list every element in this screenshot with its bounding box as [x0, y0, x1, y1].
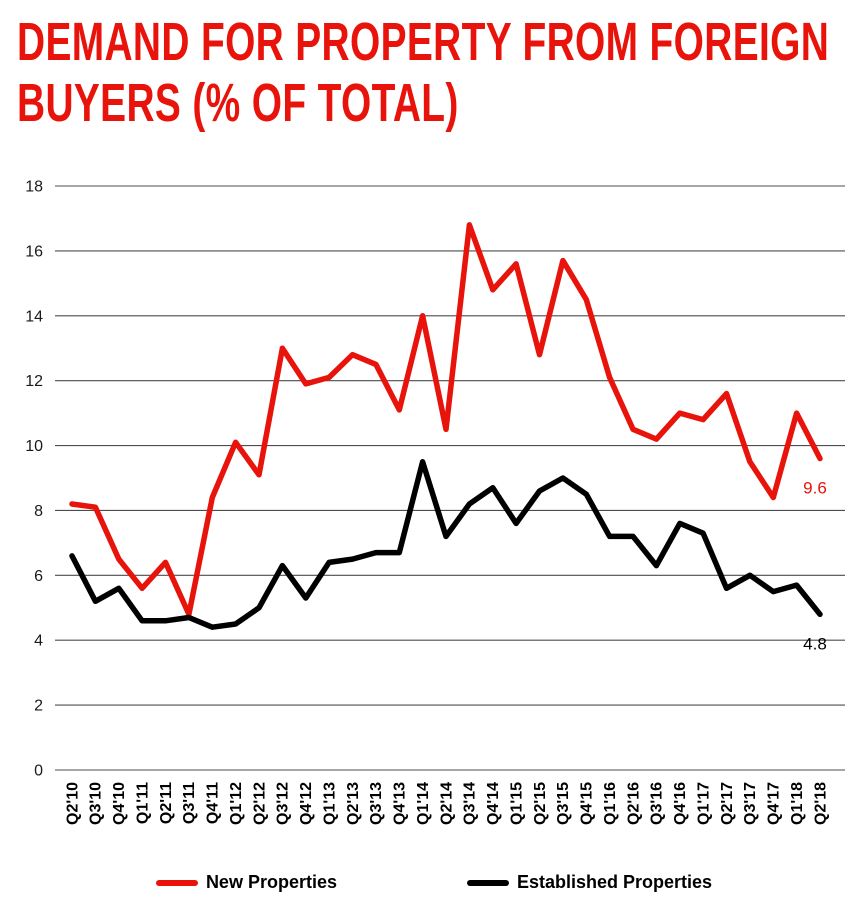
y-axis-tick-label: 16 — [25, 243, 43, 260]
x-axis-tick-label: Q1'16 — [602, 782, 619, 825]
x-axis-tick-label: Q3'14 — [462, 782, 479, 825]
x-axis-tick-label: Q3'16 — [649, 782, 666, 825]
y-axis-tick-label: 4 — [34, 633, 43, 650]
y-axis-tick-label: 14 — [25, 308, 43, 325]
x-axis-tick-label: Q2'14 — [438, 782, 455, 825]
x-axis-tick-label: Q2'18 — [812, 782, 829, 825]
y-axis-tick-label: 12 — [25, 373, 43, 390]
x-axis-tick-label: Q1'11 — [134, 782, 151, 824]
x-axis-tick-label: Q4'10 — [111, 782, 128, 825]
legend-item-new-properties: New Properties — [155, 872, 337, 893]
x-axis-tick-label: Q1'18 — [789, 782, 806, 825]
x-axis-tick-label: Q2'17 — [719, 782, 736, 825]
x-axis-tick-label: Q3'12 — [275, 782, 292, 825]
x-axis-tick-label: Q3'17 — [742, 782, 759, 825]
x-axis-tick-label: Q4'12 — [298, 782, 315, 825]
x-axis-tick-label: Q4'16 — [672, 782, 689, 825]
series-end-label-established-properties: 4.8 — [803, 634, 827, 653]
legend-label-new-properties: New Properties — [205, 872, 337, 892]
legend-item-established-properties: Established Properties — [466, 872, 713, 893]
x-axis-tick-label: Q3'15 — [555, 782, 572, 825]
y-axis-tick-label: 8 — [34, 503, 43, 520]
x-axis-tick-label: Q3'11 — [181, 782, 198, 824]
x-axis-tick-label: Q2'13 — [345, 782, 362, 825]
chart-title-line-2: BUYERS (% OF TOTAL) — [17, 73, 459, 134]
series-end-label-new-properties: 9.6 — [803, 479, 827, 498]
x-axis-tick-label: Q4'11 — [205, 782, 222, 824]
chart-title-line-1: DEMAND FOR PROPERTY FROM FOREIGN — [17, 12, 830, 72]
x-axis-tick-label: Q1'12 — [228, 782, 245, 825]
legend-label-established-properties: Established Properties — [516, 872, 713, 892]
x-axis-tick-label: Q1'13 — [321, 782, 338, 825]
x-axis-tick-label: Q2'16 — [625, 782, 642, 825]
x-axis-tick-label: Q1'15 — [508, 782, 525, 825]
legend-swatch-established-properties — [466, 879, 509, 886]
x-axis-tick-label: Q2'15 — [532, 782, 549, 825]
chart-svg: 0 2 4 6 8 10 12 14 16 18 Q2'10 Q3'10 Q4'10 Q1'11 Q2'11… — [25, 179, 845, 825]
x-axis-tick-label: Q1'14 — [415, 782, 432, 825]
x-axis-tick-label: Q2'11 — [158, 782, 175, 824]
x-axis-tick-label: Q4'13 — [392, 782, 409, 825]
x-axis-tick-label: Q4'17 — [766, 782, 783, 825]
legend-swatch-new-properties — [155, 879, 198, 886]
x-axis-tick-label: Q2'12 — [251, 782, 268, 825]
y-axis-tick-label: 10 — [25, 438, 43, 455]
series-line-established-properties — [69, 459, 823, 630]
chart-legend: New Properties Established Properties — [0, 872, 868, 893]
x-axis-tick-label: Q3'10 — [88, 782, 105, 825]
x-axis-tick-label: Q3'13 — [368, 782, 385, 825]
x-axis-tick-label: Q4'14 — [485, 782, 502, 825]
series-line-new-properties — [69, 222, 823, 618]
x-axis-tick-label: Q2'10 — [64, 782, 81, 825]
y-axis-tick-label: 0 — [34, 763, 43, 780]
y-axis-tick-label: 18 — [25, 179, 43, 196]
x-axis-tick-label: Q1'17 — [695, 782, 712, 825]
x-axis-tick-label: Q4'15 — [579, 782, 596, 825]
y-axis-tick-label: 6 — [34, 568, 43, 585]
chart-title: DEMAND FOR PROPERTY FROM FOREIGN BUYERS … — [17, 12, 868, 134]
y-axis-tick-label: 2 — [34, 698, 43, 715]
